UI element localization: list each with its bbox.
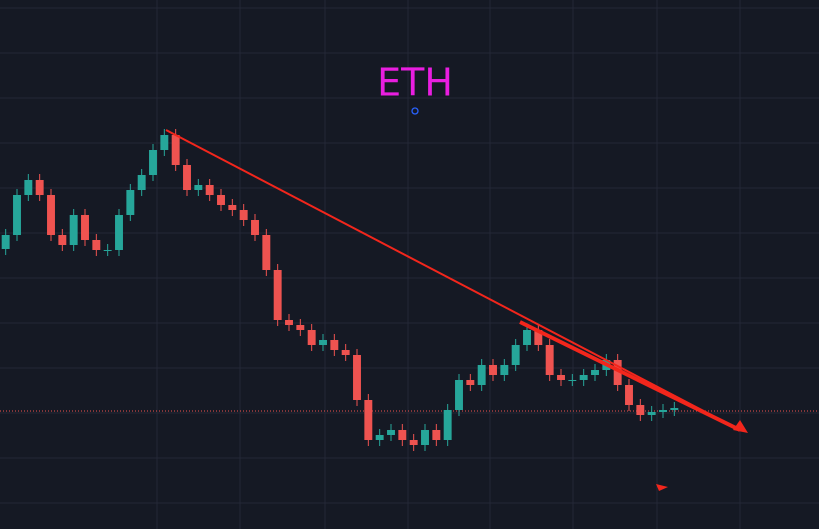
candle-body [353, 355, 361, 400]
candle-body [421, 430, 429, 445]
candle-body [58, 235, 67, 245]
candle-body [35, 180, 44, 195]
candle-body [534, 330, 543, 345]
arrow-head [733, 420, 748, 433]
candle-body [579, 375, 588, 380]
candle-body [387, 430, 395, 435]
candle-body [443, 410, 452, 440]
candle-body [636, 405, 645, 415]
candle-body [647, 412, 656, 415]
candle-body [455, 380, 463, 410]
candle-body [273, 270, 282, 320]
candle-body [591, 370, 599, 375]
candle-body [115, 215, 123, 250]
candle-body [341, 350, 350, 355]
trend-line [165, 129, 741, 431]
candle-body [149, 150, 157, 175]
candle-body [171, 135, 180, 165]
candle-body [239, 210, 248, 220]
candle-body [670, 408, 679, 410]
candle-body [103, 250, 112, 251]
candle-body [81, 215, 89, 240]
candle-body [251, 220, 259, 235]
candle-body [466, 380, 475, 385]
candle-body [500, 365, 509, 375]
candle-body [330, 340, 339, 350]
candle-body [477, 365, 486, 385]
candle-body [523, 330, 531, 345]
candle-body [319, 340, 327, 345]
candle-body [183, 165, 191, 190]
candle-body [398, 430, 407, 440]
candle-body [557, 375, 565, 380]
candle-body [432, 430, 441, 440]
candle-body [285, 320, 293, 325]
candle-body [307, 330, 316, 345]
arrow-marker [656, 484, 668, 491]
candle-body [568, 380, 577, 381]
candle-body [262, 235, 271, 270]
candle-body [137, 175, 146, 190]
candle-body [69, 215, 78, 245]
candle-body [13, 195, 21, 235]
candle-body [92, 240, 101, 250]
candle-body [409, 440, 418, 445]
candle-body [613, 360, 622, 385]
candle-body [217, 195, 225, 205]
candle-body [47, 195, 55, 235]
candle-body [160, 135, 169, 150]
candle-body [194, 185, 203, 190]
candle-body [545, 345, 554, 375]
candle-body [375, 435, 384, 440]
candle-body [228, 205, 237, 210]
candle-body [511, 345, 520, 365]
trend-arrow [519, 320, 741, 432]
anchor-point [411, 107, 419, 115]
candle-body [24, 180, 33, 195]
candle-body [1, 235, 10, 249]
candle-body [625, 385, 633, 405]
candle-body [296, 325, 305, 330]
candle-body [659, 410, 667, 412]
chart-title: ETH [377, 61, 453, 105]
candle-body [205, 185, 214, 195]
candle-body [489, 365, 497, 375]
candle-body [364, 400, 373, 440]
candle-body [126, 190, 135, 215]
